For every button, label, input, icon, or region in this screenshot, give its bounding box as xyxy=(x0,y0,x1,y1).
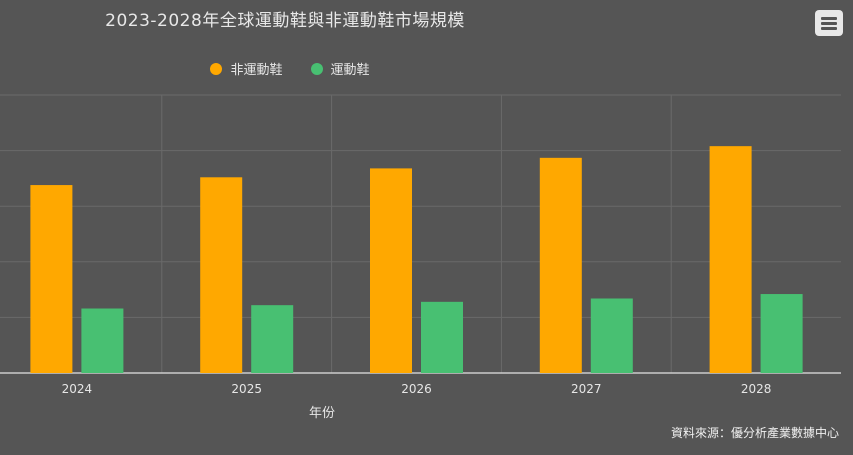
bar-non-sport-2027[interactable] xyxy=(539,157,582,373)
legend-item-non-sport[interactable]: 非運動鞋 xyxy=(210,59,283,78)
bar-non-sport-2026[interactable] xyxy=(370,168,412,373)
x-tick-label: 2028 xyxy=(741,382,772,396)
x-tick-label: 2024 xyxy=(62,382,93,396)
legend-label-non-sport: 非運動鞋 xyxy=(230,63,283,78)
menu-line xyxy=(821,17,837,20)
legend-item-sport[interactable]: 運動鞋 xyxy=(310,59,370,78)
x-tick-label: 2027 xyxy=(571,382,602,396)
source-note: 資料來源：優分析產業數據中心 xyxy=(670,426,839,440)
bar-sport-2026[interactable] xyxy=(421,301,463,373)
chart-legend: 非運動鞋 運動鞋 xyxy=(0,59,580,78)
bar-sport-2024[interactable] xyxy=(81,308,124,373)
legend-dot-non-sport xyxy=(210,62,223,75)
legend-label-sport: 運動鞋 xyxy=(330,63,370,78)
hamburger-menu-icon[interactable] xyxy=(815,10,843,36)
bar-sport-2025[interactable] xyxy=(251,305,294,373)
x-tick-label: 2025 xyxy=(231,382,262,396)
legend-dot-sport xyxy=(310,62,323,75)
chart-title: 2023-2028年全球運動鞋與非運動鞋市場規模 xyxy=(105,11,465,31)
bar-non-sport-2028[interactable] xyxy=(709,146,752,373)
bar-sport-2027[interactable] xyxy=(590,298,633,373)
menu-line xyxy=(821,27,837,30)
menu-line xyxy=(821,22,837,25)
bar-non-sport-2025[interactable] xyxy=(200,177,243,373)
bar-sport-2028[interactable] xyxy=(760,294,803,373)
x-axis-label: 年份 xyxy=(309,406,335,421)
bar-non-sport-2024[interactable] xyxy=(30,185,73,373)
x-tick-label: 2026 xyxy=(401,382,432,396)
